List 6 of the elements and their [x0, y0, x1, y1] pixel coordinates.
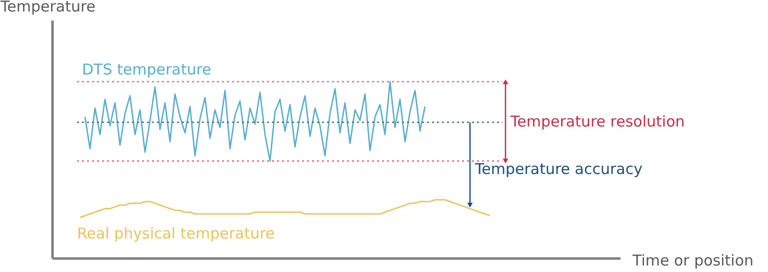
annotation: Temperature resolution — [510, 112, 685, 130]
x-axis-title: Time or position — [632, 252, 754, 270]
series-label: Real physical temperature — [77, 224, 275, 242]
series-label: DTS temperature — [82, 60, 212, 78]
annotation: Temperature accuracy — [474, 160, 643, 178]
y-axis-title: Temperature — [0, 0, 96, 16]
